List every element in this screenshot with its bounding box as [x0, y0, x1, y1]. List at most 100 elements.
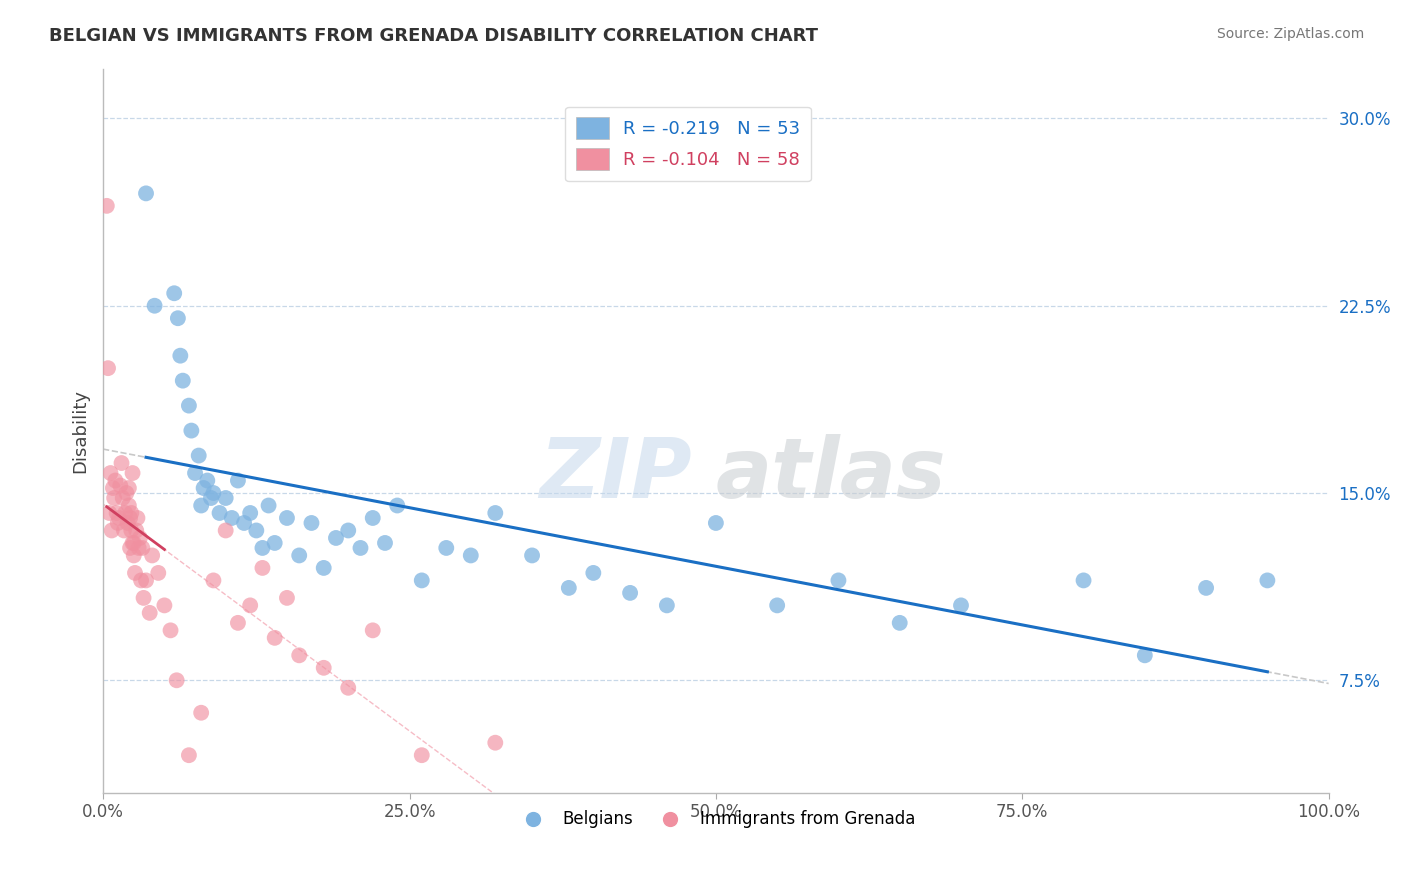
- Point: [104, 474, 127, 488]
- Point: [121, 536, 143, 550]
- Point: [190, 706, 212, 720]
- Point: [337, 524, 360, 538]
- Point: [115, 486, 138, 500]
- Point: [312, 661, 335, 675]
- Point: [124, 566, 146, 580]
- Point: [103, 491, 125, 505]
- Point: [180, 424, 202, 438]
- Point: [177, 748, 200, 763]
- Point: [582, 566, 605, 580]
- Point: [200, 491, 222, 505]
- Point: [520, 549, 543, 563]
- Point: [187, 449, 209, 463]
- Text: ZIP: ZIP: [538, 434, 692, 515]
- Point: [138, 606, 160, 620]
- Point: [190, 499, 212, 513]
- Point: [159, 624, 181, 638]
- Point: [111, 491, 134, 505]
- Point: [226, 615, 249, 630]
- Point: [169, 349, 191, 363]
- Point: [141, 549, 163, 563]
- Point: [1133, 648, 1156, 663]
- Text: Source: ZipAtlas.com: Source: ZipAtlas.com: [1216, 27, 1364, 41]
- Point: [215, 524, 238, 538]
- Point: [460, 549, 482, 563]
- Point: [252, 561, 274, 575]
- Point: [263, 536, 285, 550]
- Point: [301, 516, 323, 530]
- Point: [143, 299, 166, 313]
- Point: [148, 566, 170, 580]
- Point: [98, 506, 121, 520]
- Point: [263, 631, 285, 645]
- Point: [163, 286, 186, 301]
- Point: [153, 599, 176, 613]
- Point: [128, 531, 150, 545]
- Point: [132, 591, 155, 605]
- Text: atlas: atlas: [716, 434, 946, 515]
- Point: [167, 311, 190, 326]
- Point: [288, 549, 311, 563]
- Point: [166, 673, 188, 688]
- Point: [245, 524, 267, 538]
- Point: [108, 511, 131, 525]
- Point: [118, 499, 141, 513]
- Point: [114, 506, 136, 520]
- Point: [337, 681, 360, 695]
- Point: [105, 506, 128, 520]
- Point: [766, 599, 789, 613]
- Point: [184, 466, 207, 480]
- Point: [827, 574, 849, 588]
- Point: [226, 474, 249, 488]
- Point: [484, 736, 506, 750]
- Point: [101, 481, 124, 495]
- Point: [288, 648, 311, 663]
- Point: [117, 516, 139, 530]
- Point: [195, 474, 218, 488]
- Point: [125, 524, 148, 538]
- Point: [128, 541, 150, 555]
- Point: [221, 511, 243, 525]
- Point: [276, 591, 298, 605]
- Point: [1195, 581, 1218, 595]
- Point: [325, 531, 347, 545]
- Point: [215, 491, 238, 505]
- Point: [252, 541, 274, 555]
- Point: [177, 399, 200, 413]
- Point: [120, 524, 142, 538]
- Point: [172, 374, 194, 388]
- Point: [131, 541, 153, 555]
- Point: [100, 466, 122, 480]
- Point: [96, 199, 118, 213]
- Point: [312, 561, 335, 575]
- Point: [411, 574, 433, 588]
- Point: [1256, 574, 1278, 588]
- Point: [202, 486, 225, 500]
- Point: [193, 481, 215, 495]
- Point: [110, 478, 132, 492]
- Point: [1073, 574, 1095, 588]
- Point: [118, 481, 141, 495]
- Point: [120, 506, 142, 520]
- Point: [484, 506, 506, 520]
- Point: [949, 599, 972, 613]
- Point: [127, 511, 149, 525]
- Point: [120, 511, 142, 525]
- Point: [558, 581, 581, 595]
- Point: [619, 586, 641, 600]
- Point: [361, 624, 384, 638]
- Point: [257, 499, 280, 513]
- Point: [97, 361, 120, 376]
- Y-axis label: Disability: Disability: [72, 389, 89, 473]
- Point: [239, 506, 262, 520]
- Point: [349, 541, 371, 555]
- Point: [122, 549, 145, 563]
- Point: [100, 524, 122, 538]
- Point: [112, 524, 135, 538]
- Point: [889, 615, 911, 630]
- Point: [120, 541, 142, 555]
- Text: BELGIAN VS IMMIGRANTS FROM GRENADA DISABILITY CORRELATION CHART: BELGIAN VS IMMIGRANTS FROM GRENADA DISAB…: [49, 27, 818, 45]
- Point: [233, 516, 256, 530]
- Point: [374, 536, 396, 550]
- Point: [276, 511, 298, 525]
